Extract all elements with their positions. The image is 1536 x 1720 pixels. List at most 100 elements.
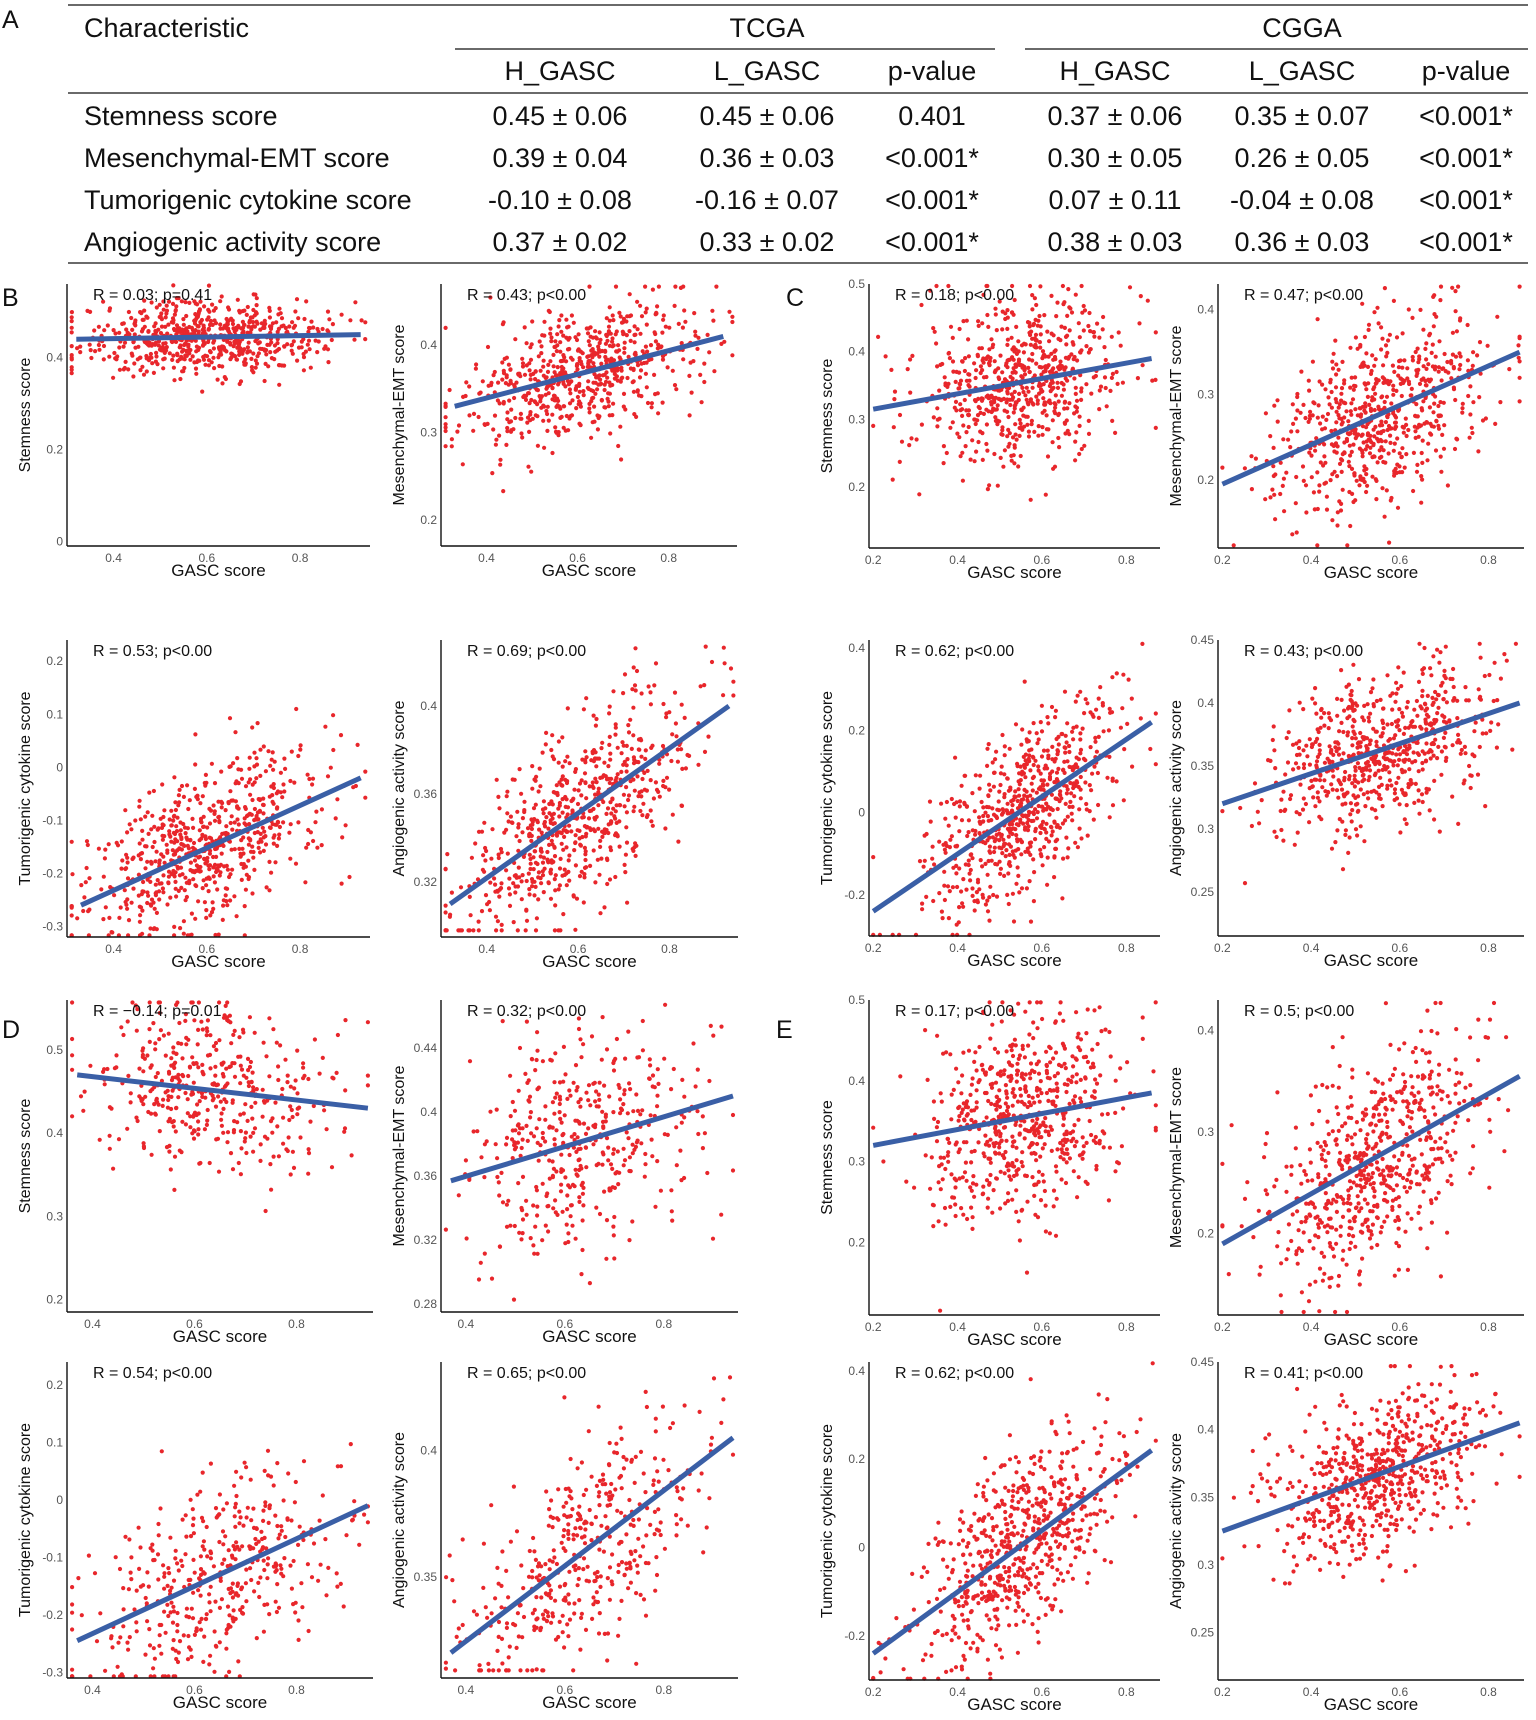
- scatter-point: [624, 333, 629, 338]
- scatter-point: [1030, 788, 1035, 793]
- x-tick-label: 0.2: [865, 553, 882, 567]
- scatter-point: [159, 317, 164, 322]
- scatter-point: [592, 352, 597, 357]
- scatter-point: [147, 933, 152, 938]
- scatter-point: [1364, 736, 1370, 741]
- scatter-point: [1369, 439, 1374, 445]
- scatter-point: [530, 879, 535, 885]
- scatter-point: [1018, 817, 1023, 822]
- scatter-point: [557, 830, 562, 835]
- scatter-point: [610, 313, 615, 318]
- scatter-point: [221, 337, 226, 342]
- scatter-point: [235, 828, 240, 833]
- scatter-point: [194, 883, 199, 889]
- scatter-point: [1047, 398, 1052, 403]
- scatter-point: [622, 804, 627, 809]
- scatter-point: [1434, 419, 1439, 424]
- scatter-point: [514, 834, 519, 839]
- scatter-point: [1051, 385, 1056, 390]
- scatter-point: [240, 349, 245, 354]
- scatter-point: [1442, 673, 1447, 679]
- scatter-point: [946, 283, 951, 289]
- scatter-point: [1093, 759, 1098, 764]
- scatter-point: [201, 824, 206, 830]
- scatter-point: [233, 799, 238, 804]
- scatter-point: [1348, 345, 1353, 350]
- scatter-point: [1316, 770, 1321, 775]
- scatter-point: [1041, 778, 1046, 783]
- scatter-point: [69, 315, 74, 320]
- scatter-point: [138, 913, 143, 918]
- scatter-point: [251, 370, 256, 375]
- scatter-point: [192, 318, 197, 323]
- scatter-point: [322, 346, 327, 351]
- scatter-point: [206, 875, 211, 880]
- scatter-point: [622, 346, 627, 351]
- scatter-point: [220, 831, 225, 837]
- scatter-point: [243, 357, 248, 362]
- scatter-point: [652, 683, 657, 688]
- scatter-point: [189, 932, 194, 937]
- scatter-point: [1406, 781, 1411, 787]
- scatter-point: [261, 325, 266, 330]
- scatter-point: [1078, 737, 1083, 742]
- scatter-point: [1421, 376, 1426, 381]
- scatter-point: [593, 792, 598, 797]
- scatter-point: [1317, 489, 1322, 494]
- scatter-point: [638, 331, 643, 336]
- scatter-point: [1013, 347, 1018, 352]
- scatter-point: [1365, 746, 1370, 751]
- scatter-point: [495, 888, 500, 894]
- scatter-point: [498, 886, 504, 891]
- scatter-point: [562, 867, 567, 872]
- scatter-point: [1091, 330, 1096, 335]
- scatter-point: [1365, 790, 1370, 795]
- scatter-point: [112, 350, 117, 356]
- scatter-point: [556, 760, 561, 765]
- scatter-point: [194, 316, 199, 321]
- scatter-point: [1050, 380, 1055, 385]
- scatter-point: [583, 849, 588, 854]
- scatter-point: [148, 351, 153, 357]
- scatter-point: [1402, 465, 1407, 470]
- scatter-point: [179, 299, 184, 304]
- scatter-point: [603, 341, 609, 346]
- scatter-point: [524, 908, 529, 913]
- scatter-point: [529, 469, 534, 474]
- scatter-point: [584, 831, 589, 836]
- scatter-point: [219, 769, 224, 774]
- scatter-point: [527, 831, 532, 837]
- scatter-point: [1005, 337, 1011, 342]
- scatter-point: [1047, 383, 1052, 389]
- scatter-point: [1468, 785, 1473, 791]
- scatter-point: [722, 339, 727, 344]
- scatter-point: [607, 413, 612, 418]
- scatter-point: [1049, 351, 1054, 356]
- scatter-point: [1009, 808, 1015, 813]
- scatter-point: [525, 826, 531, 831]
- scatter-point: [1475, 353, 1480, 358]
- scatter-point: [1053, 411, 1058, 416]
- scatter-point: [558, 415, 563, 420]
- scatter-point: [871, 932, 876, 937]
- scatter-point: [1036, 318, 1041, 323]
- scatter-point: [1425, 458, 1430, 463]
- scatter-point: [1419, 450, 1424, 456]
- scatter-point: [261, 811, 266, 816]
- scatter-point: [1364, 749, 1369, 755]
- scatter-point: [635, 389, 640, 394]
- scatter-point: [571, 796, 576, 801]
- scatter-point: [1416, 679, 1422, 685]
- scatter-point: [1025, 820, 1030, 826]
- scatter-point: [276, 326, 281, 331]
- scatter-point: [644, 788, 650, 793]
- scatter-point: [941, 842, 946, 847]
- scatter-point: [561, 847, 566, 852]
- scatter-point: [1088, 710, 1093, 715]
- scatter-point: [593, 335, 598, 340]
- scatter-point: [199, 836, 204, 841]
- scatter-point: [592, 372, 597, 377]
- scatter-point: [82, 895, 87, 900]
- scatter-point: [474, 362, 479, 367]
- scatter-point: [1000, 428, 1005, 433]
